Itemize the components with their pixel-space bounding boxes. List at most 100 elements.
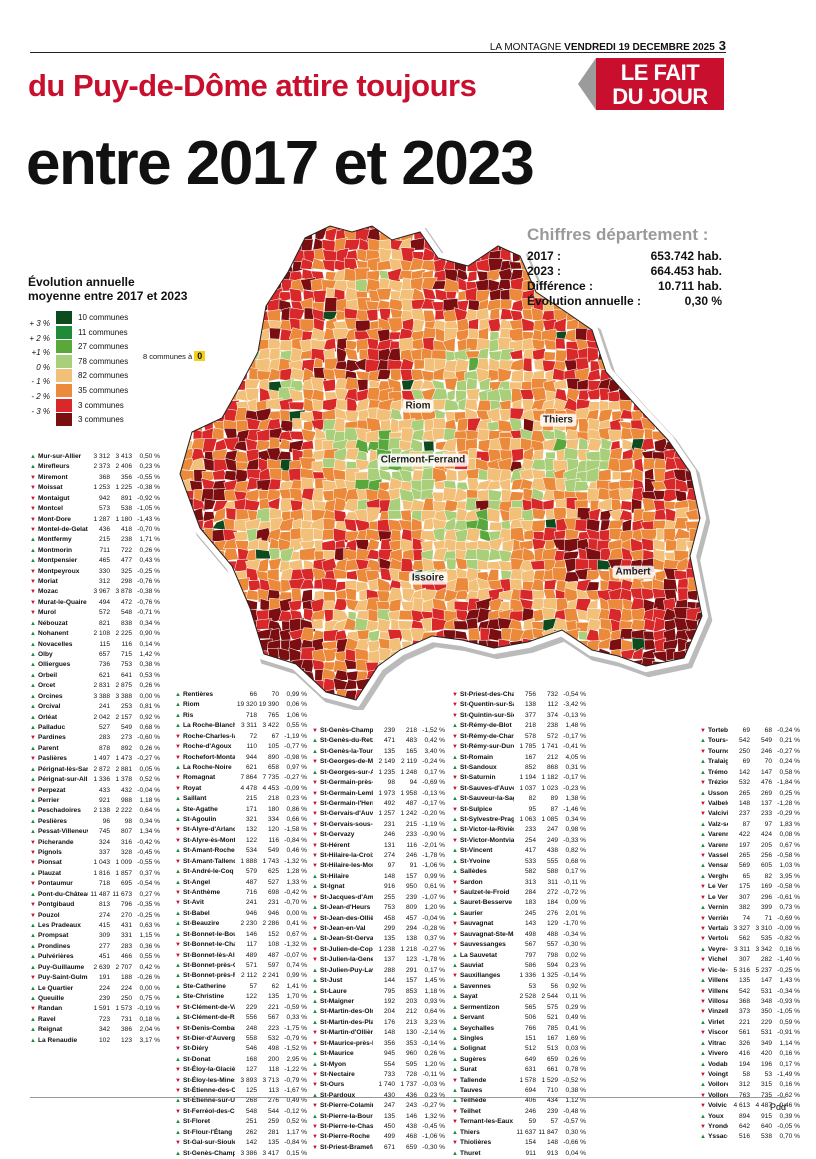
pop-2023: 180	[267, 805, 279, 813]
commune-cell	[566, 668, 581, 681]
trend-icon: ▲	[700, 905, 706, 912]
evolution: 0,38 %	[565, 1087, 586, 1095]
commune-name: Perpezat	[38, 786, 66, 794]
commune-row: ▲ St-Donat 168 200 2,95 %	[175, 1055, 307, 1065]
pop-2023: 184	[546, 899, 558, 907]
commune-name: St-André-le-Coq	[183, 868, 234, 876]
trend-icon: ▼	[312, 1082, 318, 1089]
commune-cell	[553, 378, 568, 390]
commune-name: Ternant-les-Eaux	[460, 1118, 514, 1126]
evolution: -0,84 %	[284, 836, 307, 844]
commune-cell	[180, 226, 184, 233]
date: VENDREDI 19 DECEMBRE 2025	[564, 42, 715, 53]
commune-cell	[268, 667, 282, 682]
pop-2023: 1 857	[115, 869, 132, 877]
commune-cell	[563, 659, 581, 671]
evolution: 0,68 %	[139, 723, 160, 731]
pop-2023: 325	[120, 567, 132, 575]
commune-cell	[543, 351, 556, 361]
legend-class: 10 communes	[56, 311, 128, 324]
commune-cell	[211, 588, 226, 603]
evolution: 0,23 %	[286, 795, 307, 803]
pop-2017: 138	[524, 701, 536, 709]
evolution: 3,95 %	[779, 872, 800, 880]
evolution: 0,17 %	[779, 1060, 800, 1068]
commune-name: Miremont	[38, 473, 68, 481]
commune-cell	[476, 226, 492, 233]
commune-cell	[236, 267, 249, 283]
pop-2017: 894	[738, 1112, 750, 1120]
trend-icon: ▲	[700, 946, 706, 953]
commune-name: Orbeil	[38, 671, 58, 679]
commune-row: ▼Vinzelles373350-1,05 %	[700, 1007, 800, 1017]
commune-cell	[710, 469, 724, 481]
commune-cell	[697, 360, 702, 373]
pop-2023: 282	[760, 956, 772, 964]
evolution: 1,28 %	[286, 868, 307, 876]
commune-cell	[180, 248, 183, 263]
commune-cell	[200, 388, 214, 401]
commune-name: St-Julien-la-Geneste	[320, 956, 373, 964]
commune-cell	[189, 379, 205, 394]
pop-2023: 890	[267, 753, 279, 761]
commune-cell	[684, 370, 699, 381]
pop-2023: 269	[760, 789, 772, 797]
evolution: 0,30 %	[565, 1128, 586, 1136]
commune-cell	[640, 369, 657, 384]
commune-cell	[246, 307, 260, 322]
trend-icon: ▼	[452, 692, 458, 698]
trend-icon: ▲	[175, 712, 181, 719]
evolution: 0,42 %	[139, 963, 160, 971]
evolution: -0,77 %	[284, 743, 307, 751]
pop-2017: 204	[383, 1008, 395, 1016]
trend-icon: ▼	[700, 926, 706, 933]
commune-cell	[597, 468, 612, 482]
pop-2017: 167	[524, 753, 536, 761]
pop-2023: 432	[120, 786, 132, 794]
pop-2023: 3 417	[262, 1149, 279, 1157]
pop-2017: 430	[383, 1091, 395, 1099]
commune-cell	[420, 489, 434, 501]
commune-name: St-Angel	[183, 878, 211, 886]
stats-row: Différence :10.711 hab.	[527, 279, 722, 294]
commune-cell	[445, 229, 460, 241]
commune-cell	[235, 258, 250, 274]
evolution: -0,13 %	[422, 789, 445, 797]
commune-name: Ravel	[38, 1015, 56, 1023]
commune-row: ▼ St-Jean-en-Val 299 294 -0,28 %	[312, 924, 445, 934]
trend-icon: ▲	[175, 702, 181, 709]
commune-name: Sayat	[460, 993, 478, 1001]
commune-cell	[180, 398, 195, 414]
commune-name: Vollore-Montagne	[708, 1081, 728, 1089]
evolution: 0,36 %	[139, 942, 160, 950]
commune-cell	[180, 539, 196, 551]
commune-cell	[710, 650, 720, 660]
pop-2023: 891	[120, 494, 132, 502]
evolution: -1,52 %	[284, 1045, 307, 1053]
commune-row: ▼ Vassel 265 256 -0,58 %	[700, 851, 800, 862]
evolution: -0,25 %	[777, 966, 800, 974]
evolution: -2,01 %	[422, 841, 445, 849]
commune-row: ▲ Ris 718 765 1,06 %	[175, 710, 307, 722]
commune-name: St-Georges-de-Mons	[320, 758, 373, 766]
commune-cell	[180, 228, 181, 244]
pop-2017: 59	[528, 1118, 536, 1126]
evolution: 0,99 %	[286, 972, 307, 980]
commune-row: ▼ St-Sulpice 95 87 -1,46 %	[452, 805, 586, 815]
pop-2023: 356	[120, 473, 132, 481]
evolution: 0,18 %	[139, 1015, 160, 1023]
pop-2023: 353	[405, 1039, 417, 1047]
commune-row: ▲ St-Beauzire 2 230 2 286 0,41 %	[175, 919, 307, 930]
evolution: -1,22 %	[284, 1066, 307, 1074]
commune-cell	[611, 410, 625, 423]
pop-2023: 557	[546, 941, 558, 949]
trend-icon: ▼	[175, 754, 181, 761]
pop-2017: 451	[98, 953, 110, 961]
commune-cell	[446, 389, 456, 403]
commune-name: Montpensier	[38, 557, 78, 565]
legend-tick: + 2 %	[29, 333, 50, 343]
pop-2023: 138	[405, 935, 417, 943]
commune-cell	[200, 649, 217, 664]
trend-icon: ▲	[452, 796, 458, 803]
evolution: -0,19 %	[137, 1005, 160, 1013]
